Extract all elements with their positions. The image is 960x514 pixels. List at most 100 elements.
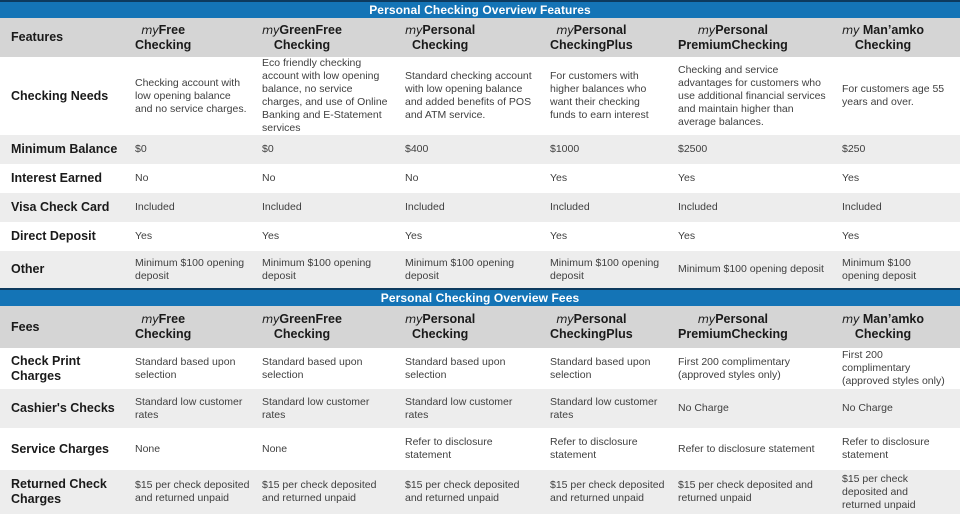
- cell: Minimum $100 opening deposit: [842, 256, 917, 282]
- row-label: Service Charges: [11, 441, 109, 456]
- features-title-bar: Personal Checking Overview Features: [0, 0, 960, 18]
- brand-my-prefix: my: [405, 312, 423, 326]
- product-line2: Checking: [273, 37, 331, 52]
- fees-title: Personal Checking Overview Fees: [380, 291, 580, 305]
- cell: First 200 complimentary (approved styles…: [842, 349, 945, 387]
- cell: No: [135, 172, 149, 184]
- cell: None: [262, 442, 288, 455]
- cell: Included: [135, 201, 175, 213]
- brand-my-prefix: my: [141, 312, 159, 326]
- product-name: Personal: [573, 312, 627, 326]
- cell: No Charge: [842, 402, 893, 414]
- table-row-other: Other Minimum $100 opening deposit Minim…: [0, 251, 960, 288]
- cell: $1000: [550, 143, 580, 155]
- brand-my-prefix: my: [262, 312, 280, 326]
- cell: Eco friendly checking account with low o…: [262, 57, 388, 134]
- cell: $15 per check deposited and returned unp…: [135, 479, 250, 504]
- cell: Minimum $100 opening deposit: [135, 256, 245, 282]
- product-header-manamko: my Man’amko Checking: [842, 23, 960, 53]
- product-name: Free: [158, 22, 186, 37]
- brand-my-prefix: my: [697, 312, 716, 326]
- product-header-checkingplus: myPersonal CheckingPlus: [550, 312, 678, 342]
- brand-my-prefix: my: [842, 22, 860, 37]
- cell: Yes: [550, 172, 568, 184]
- cell: $250: [842, 143, 866, 155]
- product-header-myfree: myFree Checking: [135, 312, 262, 342]
- cell: Included: [405, 201, 445, 213]
- cell: No: [405, 172, 419, 184]
- cell: Included: [262, 201, 302, 213]
- product-line2: PremiumChecking: [678, 327, 788, 341]
- product-name: Personal: [715, 22, 768, 37]
- cell: Refer to disclosure statement: [405, 436, 493, 461]
- product-name: Personal: [573, 22, 627, 37]
- cell: Minimum $100 opening deposit: [262, 256, 372, 282]
- cell: Yes: [262, 230, 280, 242]
- product-name: Man’amko: [859, 312, 925, 326]
- product-header-mygreenfree: myGreenFree Checking: [262, 312, 405, 342]
- product-name: Personal: [715, 312, 768, 326]
- table-row-checking-needs: Checking Needs Checking account with low…: [0, 57, 960, 135]
- brand-my-prefix: my: [141, 22, 159, 37]
- table-row-returned-check-charges: Returned Check Charges $15 per check dep…: [0, 470, 960, 514]
- table-row-direct-deposit: Direct Deposit Yes Yes Yes Yes Yes Yes: [0, 222, 960, 251]
- product-name: GreenFree: [279, 22, 342, 37]
- cell: Refer to disclosure statement: [842, 436, 930, 461]
- features-corner-label: Features: [11, 30, 64, 44]
- cell: $15 per check deposited and returned unp…: [262, 479, 377, 504]
- cell: Checking account with low opening balanc…: [135, 76, 247, 115]
- product-header-manamko: my Man’amko Checking: [842, 312, 960, 342]
- features-title: Personal Checking Overview Features: [369, 3, 591, 17]
- cell: Yes: [550, 230, 568, 242]
- cell: No Charge: [678, 402, 729, 414]
- cell: $0: [262, 143, 274, 155]
- row-label: Visa Check Card: [11, 200, 110, 214]
- cell: Yes: [678, 230, 696, 242]
- brand-my-prefix: my: [842, 312, 860, 326]
- product-name: Free: [158, 312, 186, 326]
- cell: Standard low customer rates: [135, 395, 243, 421]
- product-header-mygreenfree: myGreenFree Checking: [262, 23, 405, 53]
- cell: Refer to disclosure statement: [550, 436, 638, 461]
- cell: Minimum $100 opening deposit: [678, 263, 824, 275]
- cell: Standard low customer rates: [262, 395, 370, 421]
- cell: $2500: [678, 143, 708, 155]
- table-row-check-print-charges: Check Print Charges Standard based upon …: [0, 348, 960, 389]
- product-line2: Checking: [411, 327, 469, 341]
- cell: Included: [842, 201, 882, 213]
- cell: Standard based upon selection: [550, 355, 651, 381]
- product-line2: Checking: [273, 327, 331, 341]
- cell: First 200 complimentary (approved styles…: [678, 355, 791, 381]
- product-header-checkingplus: myPersonal CheckingPlus: [550, 23, 678, 53]
- brand-my-prefix: my: [405, 22, 423, 37]
- product-name: GreenFree: [279, 312, 342, 326]
- brand-my-prefix: my: [556, 22, 574, 37]
- brand-my-prefix: my: [556, 312, 574, 326]
- cell: Minimum $100 opening deposit: [550, 256, 660, 282]
- brand-my-prefix: my: [262, 22, 280, 37]
- row-label: Cashier's Checks: [11, 401, 115, 415]
- cell: Included: [550, 201, 590, 213]
- product-header-premiumchecking: myPersonal PremiumChecking: [678, 23, 842, 53]
- cell: $0: [135, 143, 147, 155]
- table-row-interest-earned: Interest Earned No No No Yes Yes Yes: [0, 164, 960, 193]
- cell: Included: [678, 201, 718, 213]
- product-header-mypersonal: myPersonal Checking: [405, 23, 550, 53]
- fees-header-row: Fees myFree Checking myGreenFree Checking …: [0, 306, 960, 348]
- cell: $15 per check deposited and returned unp…: [405, 479, 520, 504]
- product-line2: Checking: [135, 327, 192, 341]
- product-name: Personal: [422, 312, 476, 326]
- cell: $15 per check deposited and returned unp…: [550, 479, 665, 504]
- table-row-visa-check-card: Visa Check Card Included Included Includ…: [0, 193, 960, 222]
- cell: Checking and service advantages for cust…: [678, 63, 826, 128]
- row-label: Check Print Charges: [11, 353, 81, 383]
- cell: Refer to disclosure statement: [678, 442, 815, 455]
- product-header-mypersonal: myPersonal Checking: [405, 312, 550, 342]
- cell: For customers with higher balances who w…: [550, 70, 649, 121]
- cell: Standard checking account with low openi…: [405, 70, 532, 121]
- row-label: Interest Earned: [11, 171, 103, 185]
- cell: Yes: [842, 230, 860, 242]
- cell: No: [262, 172, 276, 184]
- cell: $15 per check deposited and returned unp…: [842, 472, 916, 511]
